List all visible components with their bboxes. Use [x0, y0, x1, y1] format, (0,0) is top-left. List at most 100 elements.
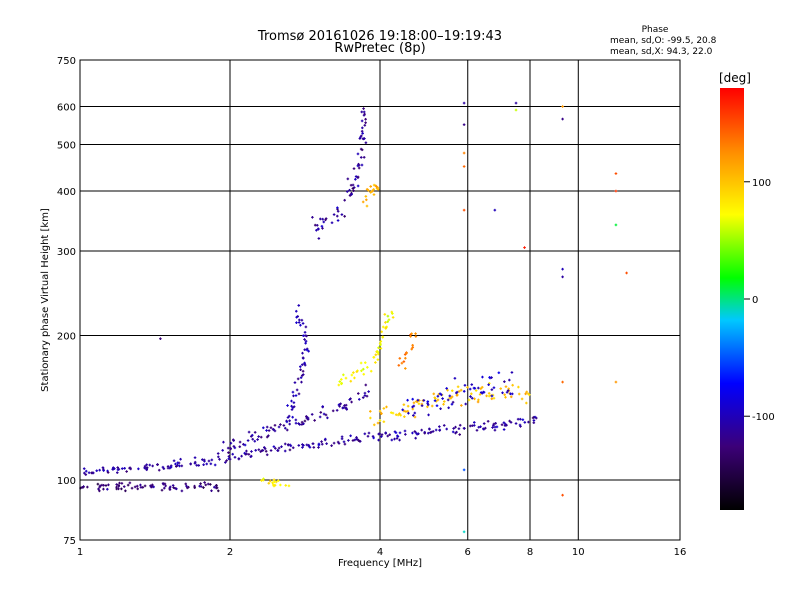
echo-point — [271, 427, 275, 431]
echo-point — [126, 483, 130, 487]
echo-point — [304, 325, 308, 329]
echo-point — [433, 399, 437, 402]
echo-point — [404, 367, 407, 370]
echo-point — [380, 435, 383, 438]
echo-point — [274, 447, 277, 450]
echo-point — [388, 433, 391, 437]
echo-point — [433, 396, 437, 399]
echo-point — [288, 422, 291, 426]
echo-point — [342, 440, 346, 444]
echo-point — [462, 468, 466, 472]
x-tick-label: 8 — [527, 547, 533, 558]
echo-point — [441, 397, 444, 400]
echo-point — [356, 152, 360, 156]
echo-point — [509, 421, 513, 424]
echo-point — [293, 381, 297, 384]
echo-point — [377, 346, 380, 350]
echo-point — [321, 227, 324, 230]
echo-point — [351, 439, 355, 442]
echo-point — [398, 357, 402, 360]
colorbar-ticks: 100 0 -100 — [744, 178, 775, 423]
echo-point — [310, 413, 314, 416]
echo-point — [356, 392, 360, 395]
echo-point — [436, 398, 440, 402]
echo-point — [152, 485, 155, 489]
echo-point — [363, 124, 367, 127]
echo-point — [81, 485, 85, 489]
echo-point — [462, 427, 466, 430]
echo-point — [250, 450, 253, 453]
echo-point — [449, 396, 453, 400]
chart-subtitle: RwPretec (8p) — [334, 41, 425, 56]
echo-point — [303, 338, 306, 341]
x-tick-label: 4 — [377, 547, 383, 558]
echo-point — [343, 198, 346, 202]
echo-point — [143, 484, 147, 488]
echo-point — [325, 442, 328, 445]
echo-point — [493, 428, 497, 432]
echo-point — [285, 428, 289, 432]
echo-point — [490, 394, 494, 398]
echo-points — [79, 101, 628, 534]
echo-point — [382, 407, 386, 410]
colorbar-tick-label: 0 — [752, 295, 758, 306]
echo-point — [296, 377, 300, 381]
echo-point — [337, 383, 341, 387]
echo-point — [229, 441, 233, 445]
echo-point — [279, 483, 282, 487]
echo-point — [523, 246, 526, 249]
echo-point — [324, 413, 328, 417]
echo-point — [273, 484, 277, 487]
echo-point — [168, 485, 172, 489]
echo-point — [367, 390, 370, 393]
echo-point — [233, 455, 237, 459]
echo-point — [479, 391, 483, 394]
echo-point — [135, 484, 139, 488]
echo-point — [439, 407, 442, 411]
echo-point — [380, 433, 384, 436]
echo-point — [369, 369, 373, 373]
y-tick-label: 100 — [57, 476, 76, 487]
echo-point — [265, 425, 269, 429]
echo-point — [356, 176, 360, 179]
echo-point — [322, 412, 326, 416]
echo-point — [203, 481, 206, 484]
echo-point — [320, 440, 323, 443]
echo-point — [249, 435, 253, 438]
echo-point — [561, 380, 564, 384]
echo-point — [335, 409, 339, 412]
echo-point — [395, 437, 399, 440]
echo-point — [336, 219, 340, 222]
echo-point — [426, 400, 430, 403]
echo-point — [463, 384, 467, 387]
echo-point — [209, 462, 213, 466]
info-line-x: mean, sd,X: 94.3, 22.0 — [610, 47, 713, 57]
echo-point — [473, 397, 476, 401]
echo-point — [143, 464, 147, 468]
echo-point — [352, 167, 356, 170]
echo-point — [273, 429, 277, 433]
echo-point — [189, 462, 193, 466]
echo-point — [462, 530, 466, 534]
echo-point — [503, 380, 506, 383]
echo-point — [311, 216, 314, 219]
echo-point — [355, 436, 358, 439]
echo-point — [366, 434, 370, 438]
echo-point — [300, 420, 304, 424]
echo-point — [233, 446, 237, 450]
echo-point — [318, 415, 322, 419]
echo-point — [364, 141, 368, 145]
echo-point — [151, 464, 154, 468]
echo-point — [497, 371, 501, 375]
echo-point — [280, 445, 283, 448]
echo-point — [185, 484, 188, 488]
echo-point — [120, 467, 124, 470]
echo-point — [172, 459, 176, 463]
echo-point — [391, 316, 395, 319]
echo-point — [295, 388, 299, 392]
echo-point — [242, 443, 245, 446]
echo-point — [340, 437, 344, 441]
echo-point — [398, 438, 401, 442]
echo-point — [475, 429, 479, 432]
echo-point — [487, 394, 491, 398]
